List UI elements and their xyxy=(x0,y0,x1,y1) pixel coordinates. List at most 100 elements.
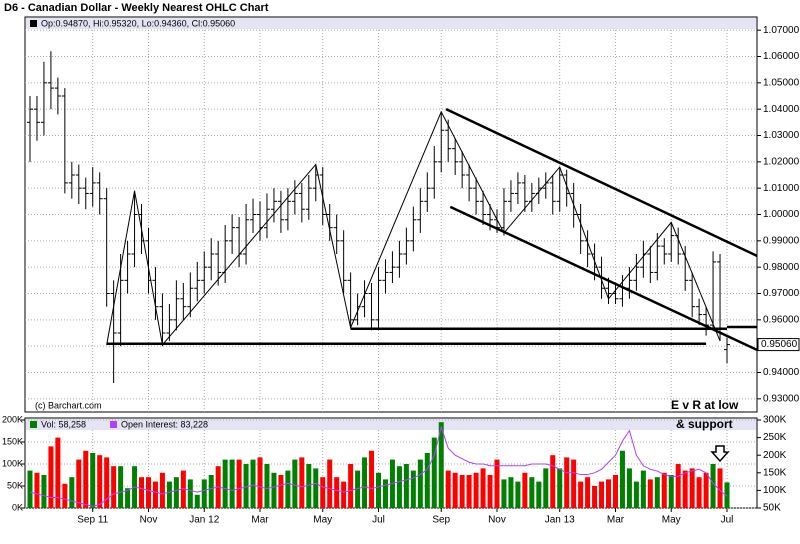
y2-tick-label: 50K xyxy=(763,503,781,514)
volume-bar xyxy=(612,474,618,508)
volume-bar xyxy=(550,455,556,508)
volume-bar xyxy=(152,481,158,508)
volume-bar xyxy=(229,459,235,508)
volume-bar xyxy=(306,463,312,508)
volume-bar xyxy=(599,481,605,508)
volume-bar xyxy=(501,479,507,508)
volume-bar xyxy=(313,468,319,508)
oi-swatch xyxy=(110,421,117,428)
volume-bar xyxy=(557,468,563,508)
volume-bar xyxy=(111,466,117,508)
volume-bar xyxy=(410,470,416,508)
y-tick-label: 1.01000 xyxy=(763,183,800,194)
volume-bar xyxy=(431,437,437,508)
volume-bar xyxy=(543,468,549,508)
volume-bar xyxy=(564,457,570,508)
volume-bar xyxy=(222,459,228,508)
y-tick-label: 0.96000 xyxy=(763,314,800,325)
vol-swatch xyxy=(30,421,37,428)
volume-bar xyxy=(717,468,723,508)
volume-bar xyxy=(299,457,305,508)
volume-bar xyxy=(452,472,458,508)
y-tick-label: 1.07000 xyxy=(763,25,800,36)
oi-legend: Open Interest: 83,228 xyxy=(121,419,208,429)
volume-bar xyxy=(494,459,500,508)
y2-tick-label: 150K xyxy=(763,467,787,478)
volume-bar xyxy=(83,450,89,508)
y2-tick-label: 100K xyxy=(763,485,787,496)
y-tick-label: 1.06000 xyxy=(763,51,800,62)
volume-bar xyxy=(508,477,514,508)
volume-bar xyxy=(62,483,68,508)
zigzag-line xyxy=(106,110,721,346)
volume-bar xyxy=(348,463,354,508)
volume-bar xyxy=(159,472,165,508)
volume-bar xyxy=(257,457,263,508)
volume-bar xyxy=(640,470,646,508)
volume-bar xyxy=(682,470,688,508)
vol-legend: Vol: 58,258 xyxy=(41,419,86,429)
x-tick-label: Mar xyxy=(607,515,625,526)
volume-bar xyxy=(438,422,444,508)
volume-bar xyxy=(606,479,612,508)
volume-bar xyxy=(633,481,639,508)
volume-bar xyxy=(27,470,33,508)
volume-bar xyxy=(668,474,674,508)
volume-bar xyxy=(90,452,96,508)
volume-bar xyxy=(654,477,660,508)
volume-bar xyxy=(55,437,61,508)
volume-bar xyxy=(180,470,186,508)
open-interest-line xyxy=(29,425,728,507)
volume-bar xyxy=(424,452,430,508)
volume-bar xyxy=(724,482,730,508)
volume-bar xyxy=(76,459,82,508)
y-tick-label: 150K xyxy=(2,436,23,446)
volume-bar xyxy=(341,481,347,508)
volume-bar xyxy=(703,472,709,508)
y-tick-label: 1.03000 xyxy=(763,130,800,141)
volume-bar xyxy=(41,474,47,508)
volume-bar xyxy=(487,474,493,508)
volume-bar xyxy=(675,463,681,508)
volume-bar xyxy=(515,481,521,508)
y2-tick-label: 250K xyxy=(763,432,787,443)
volume-bar xyxy=(201,479,207,508)
y-tick-label: 1.00000 xyxy=(763,209,800,220)
volume-bar xyxy=(619,450,625,508)
trend-line xyxy=(445,108,758,257)
y-tick-label: 0.99000 xyxy=(763,235,800,246)
volume-bar xyxy=(355,470,361,508)
volume-bar xyxy=(647,479,653,508)
x-tick-label: Sep xyxy=(432,515,450,526)
volume-bar xyxy=(376,472,381,508)
volume-bar xyxy=(689,468,695,508)
volume-bar xyxy=(585,477,591,508)
volume-bar xyxy=(187,479,193,508)
volume-bar xyxy=(536,481,542,508)
volume-bar xyxy=(278,474,284,508)
y-tick-label: 0.93000 xyxy=(763,393,800,404)
y-tick-label: 0K xyxy=(12,502,23,512)
annotation: & support xyxy=(676,417,733,431)
volume-bar xyxy=(369,450,375,508)
x-tick-label: May xyxy=(313,515,332,526)
trend-line xyxy=(449,205,758,351)
volume-bar xyxy=(522,472,528,508)
volume-bar xyxy=(459,474,465,508)
volume-bar xyxy=(243,463,249,508)
annotation: E v R at low xyxy=(671,398,739,412)
x-tick-label: May xyxy=(662,515,681,526)
source: (c) Barchart.com xyxy=(35,400,102,410)
volume-bar xyxy=(445,470,451,508)
x-tick-label: Nov xyxy=(140,515,158,526)
volume-bar xyxy=(271,472,277,508)
x-tick-label: Jan 13 xyxy=(545,515,575,526)
ohlc-legend: Op:0.94870, Hi:0.95320, Lo:0.94360, Cl:0… xyxy=(41,18,235,28)
y2-tick-label: 300K xyxy=(763,415,787,426)
x-tick-label: Jul xyxy=(721,515,734,526)
volume-bar xyxy=(626,468,632,508)
volume-bar xyxy=(104,457,110,508)
volume-bar xyxy=(236,459,242,508)
volume-bar xyxy=(571,459,577,508)
x-tick-label: Jul xyxy=(372,515,385,526)
